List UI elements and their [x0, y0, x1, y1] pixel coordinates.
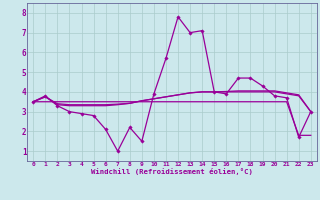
- X-axis label: Windchill (Refroidissement éolien,°C): Windchill (Refroidissement éolien,°C): [91, 168, 253, 175]
